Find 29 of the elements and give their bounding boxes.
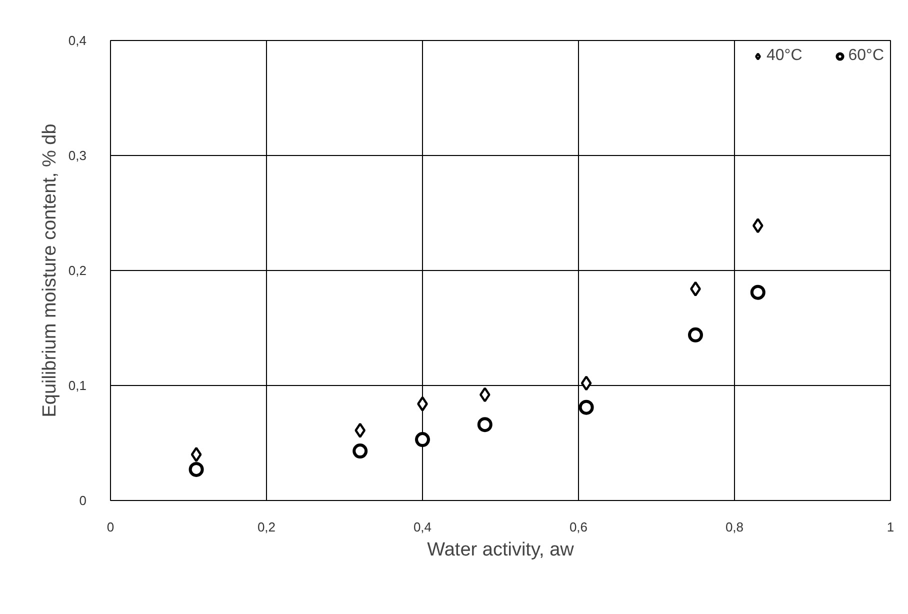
point xyxy=(188,462,204,477)
y-axis-title: Equilibrium moisture content, % db xyxy=(39,124,60,418)
y-tick-label: 0,4 xyxy=(68,33,87,48)
point xyxy=(415,432,430,448)
point xyxy=(417,396,428,412)
y-tick-label: 0 xyxy=(79,493,87,508)
point xyxy=(688,327,703,342)
point xyxy=(578,400,594,415)
x-tick-label: 1 xyxy=(886,520,894,534)
point xyxy=(352,444,368,459)
x-tick-label: 0,6 xyxy=(569,520,588,534)
point xyxy=(752,218,764,234)
x-tick-label: 0 xyxy=(106,520,114,534)
point xyxy=(354,422,366,438)
y-tick-label: 0,2 xyxy=(68,263,87,278)
legend-label: 60°C xyxy=(848,47,884,65)
x-tick-label: 0,8 xyxy=(725,520,744,534)
x-axis-title: Water activity, aw xyxy=(427,540,574,560)
point xyxy=(750,284,766,300)
point xyxy=(580,376,592,391)
y-tick-label: 0,1 xyxy=(68,378,87,393)
x-tick-label: 0,2 xyxy=(257,520,276,534)
point xyxy=(690,281,701,296)
y-tick-label: 0,3 xyxy=(68,148,87,163)
x-tick-label: 0,4 xyxy=(413,520,432,534)
point xyxy=(479,387,490,402)
point xyxy=(190,446,202,462)
point xyxy=(477,417,492,432)
legend-label: 40°C xyxy=(766,47,802,65)
